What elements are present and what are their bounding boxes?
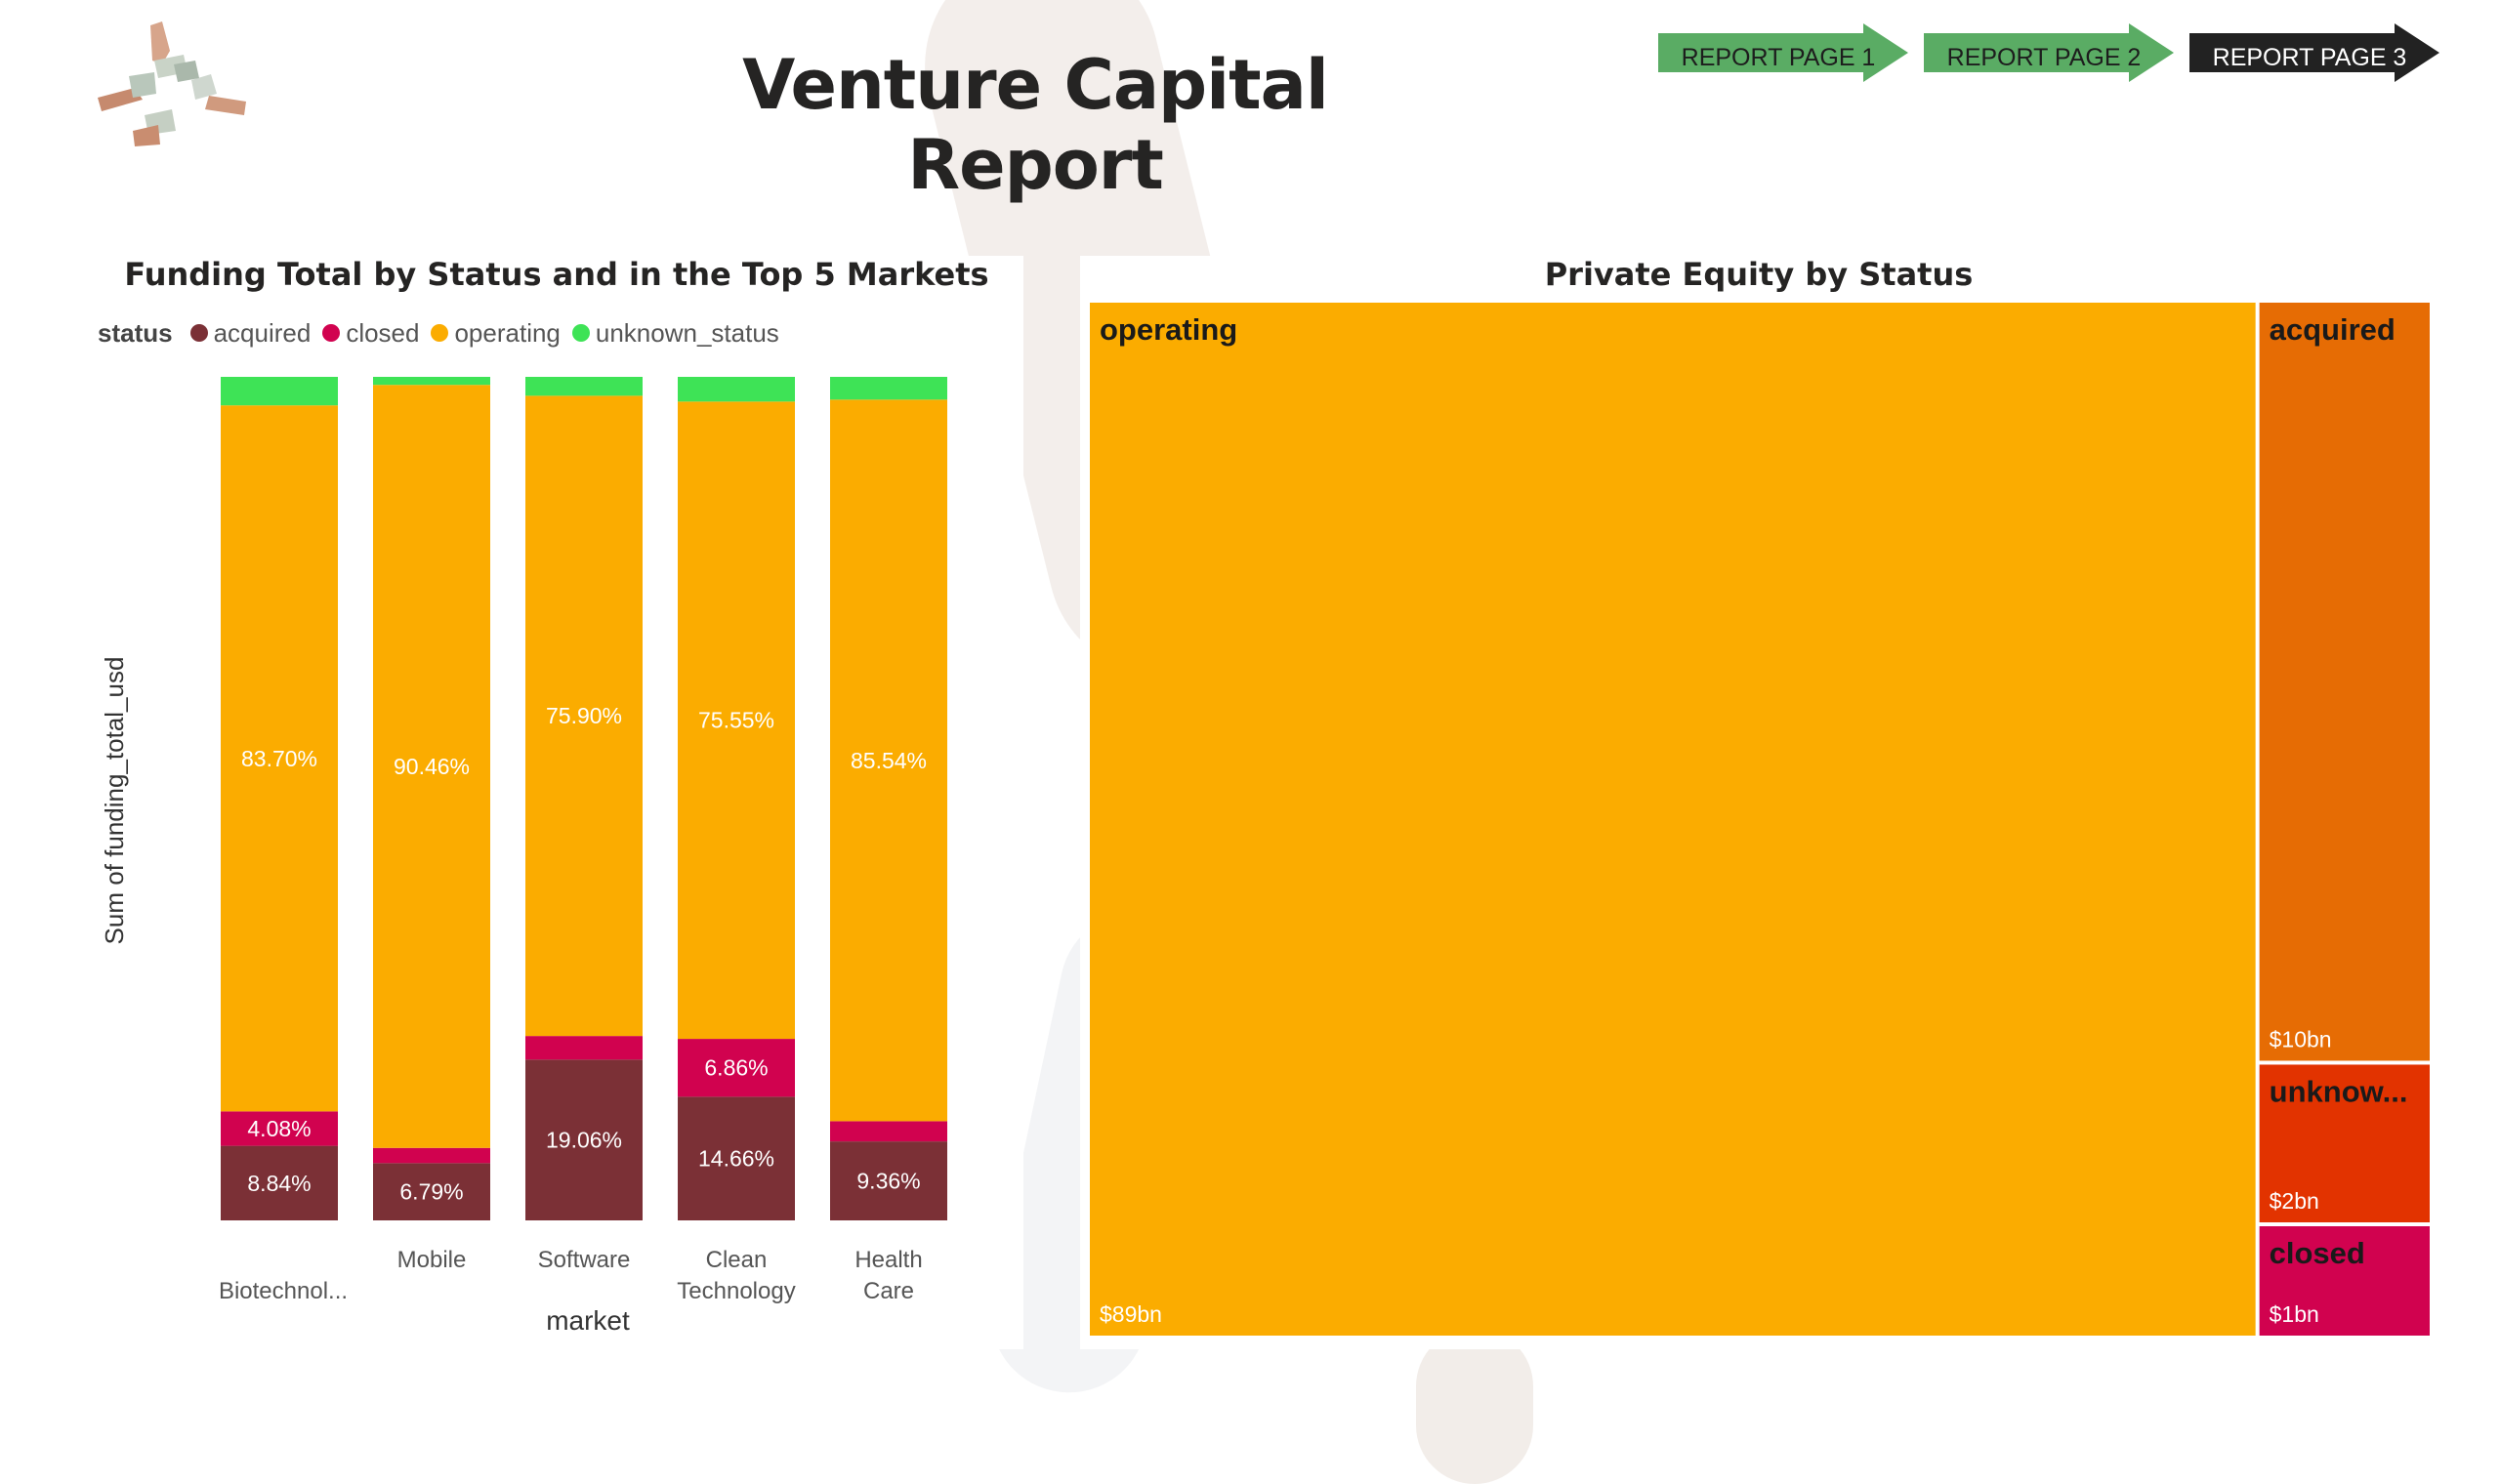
treemap-category-label: operating	[1100, 312, 1237, 347]
funding-chart-title: Funding Total by Status and in the Top 5…	[124, 256, 989, 293]
private-equity-title: Private Equity by Status	[1544, 256, 1974, 293]
data-label: 9.36%	[856, 1169, 920, 1194]
x-tick-label: Clean	[706, 1247, 768, 1273]
data-label: 19.06%	[546, 1128, 622, 1153]
bar-segment-unknown-status[interactable]	[525, 377, 643, 396]
nav-report-page-3-button[interactable]: REPORT PAGE 3	[2189, 23, 2439, 82]
data-label: 75.90%	[546, 703, 622, 728]
bar-segment-unknown-status[interactable]	[373, 377, 490, 386]
treemap-tile-operating[interactable]	[1090, 303, 2256, 1336]
x-tick-label: Software	[538, 1247, 631, 1273]
hands-money-logo	[98, 21, 246, 146]
bar-segment-closed[interactable]	[830, 1121, 947, 1142]
legend-dot	[322, 324, 341, 342]
bar-segment-operating[interactable]	[221, 405, 338, 1112]
private-equity-treemap: operating $89bn acquired $10bn unknow... $2bn…	[1090, 303, 2430, 1336]
legend-dot	[431, 324, 449, 342]
data-label: 6.79%	[399, 1179, 463, 1205]
legend-item-unknown-status[interactable]: unknown_status	[571, 318, 779, 349]
bar-segment-acquired[interactable]	[830, 1141, 947, 1220]
treemap-category-label: closed	[2270, 1236, 2365, 1270]
bar-segment-acquired[interactable]	[525, 1059, 643, 1220]
bar-segment-operating[interactable]	[373, 385, 490, 1148]
treemap-tile-closed[interactable]	[2259, 1226, 2430, 1336]
bar-segment-unknown-status[interactable]	[830, 377, 947, 400]
treemap-tile-unknown-status[interactable]	[2259, 1064, 2430, 1222]
treemap-value-label: $2bn	[2270, 1188, 2319, 1214]
treemap-value-label: $1bn	[2270, 1301, 2319, 1327]
legend-item-closed[interactable]: closed	[322, 318, 419, 349]
bar-segment-operating[interactable]	[678, 401, 795, 1040]
legend-dot	[189, 324, 208, 342]
data-label: 4.08%	[247, 1116, 311, 1141]
x-axis-label: market	[546, 1305, 630, 1336]
bar-segment-unknown-status[interactable]	[221, 377, 338, 406]
data-label: 6.86%	[704, 1055, 768, 1081]
data-label: 75.55%	[698, 708, 774, 733]
funding-stacked-column-chart: Sum of funding_total_usd market 8.84% 4.0…	[100, 377, 947, 1336]
x-tick-label: Biotechnol...	[219, 1278, 348, 1304]
treemap-category-label: acquired	[2270, 312, 2396, 347]
legend-title: status	[98, 317, 173, 348]
treemap-tile-acquired[interactable]	[2259, 303, 2430, 1061]
bar-segment-unknown-status[interactable]	[678, 377, 795, 402]
nav-report-page-1-button[interactable]: REPORT PAGE 1	[1658, 23, 1908, 82]
legend-dot	[571, 324, 590, 342]
data-label: 90.46%	[394, 754, 470, 779]
x-tick-label: Mobile	[397, 1247, 467, 1273]
data-label: 14.66%	[698, 1146, 774, 1172]
y-axis-label: Sum of funding_total_usd	[100, 657, 129, 945]
bar-segment-closed[interactable]	[373, 1147, 490, 1164]
data-label: 8.84%	[247, 1171, 311, 1196]
bar-segment-operating[interactable]	[525, 395, 643, 1037]
bar-segment-closed[interactable]	[525, 1036, 643, 1060]
x-tick-label: Care	[863, 1278, 914, 1304]
x-tick-label: Health	[854, 1247, 922, 1273]
bar-segment-operating[interactable]	[830, 399, 947, 1122]
report-title: Venture Capital Report	[742, 45, 1329, 205]
legend-item-operating[interactable]: operating	[431, 318, 561, 349]
bar-segment-acquired[interactable]	[373, 1163, 490, 1220]
data-label: 85.54%	[851, 748, 927, 773]
bar-segment-closed[interactable]	[678, 1039, 795, 1097]
bar-segment-closed[interactable]	[221, 1111, 338, 1146]
bar-segment-acquired[interactable]	[221, 1145, 338, 1220]
treemap-category-label: unknow...	[2270, 1074, 2408, 1108]
treemap-value-label: $10bn	[2270, 1026, 2332, 1051]
treemap-value-label: $89bn	[1100, 1301, 1162, 1327]
legend-item-acquired[interactable]: acquired	[189, 318, 311, 349]
x-tick-label: Technology	[677, 1278, 795, 1304]
data-label: 83.70%	[241, 746, 317, 771]
nav-report-page-2-button[interactable]: REPORT PAGE 2	[1924, 23, 2174, 82]
funding-chart-legend: status acquired closed operating unknown…	[98, 318, 779, 348]
bar-segment-acquired[interactable]	[678, 1096, 795, 1220]
